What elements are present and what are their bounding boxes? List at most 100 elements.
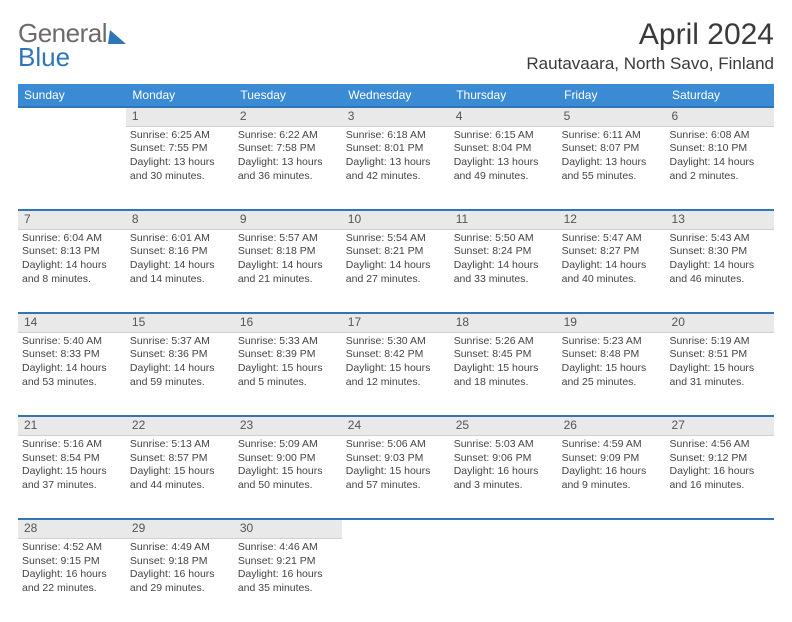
daylight-text: Daylight: 16 hours xyxy=(454,465,554,479)
day-number: 22 xyxy=(126,416,234,435)
daylight-text: and 42 minutes. xyxy=(346,170,446,184)
sunrise-text: Sunrise: 5:57 AM xyxy=(238,232,338,246)
daylight-text: Daylight: 16 hours xyxy=(562,465,662,479)
day-content-row: Sunrise: 6:04 AMSunset: 8:13 PMDaylight:… xyxy=(18,229,774,313)
day-cell: Sunrise: 6:11 AMSunset: 8:07 PMDaylight:… xyxy=(558,126,666,210)
sunrise-text: Sunrise: 5:54 AM xyxy=(346,232,446,246)
day-number: 8 xyxy=(126,210,234,229)
sunrise-text: Sunrise: 5:50 AM xyxy=(454,232,554,246)
daylight-text: Daylight: 14 hours xyxy=(130,259,230,273)
daylight-text: and 44 minutes. xyxy=(130,479,230,493)
day-cell: Sunrise: 5:47 AMSunset: 8:27 PMDaylight:… xyxy=(558,229,666,313)
sunset-text: Sunset: 8:13 PM xyxy=(22,245,122,259)
day-cell: Sunrise: 4:56 AMSunset: 9:12 PMDaylight:… xyxy=(666,435,774,519)
day-cell: Sunrise: 6:01 AMSunset: 8:16 PMDaylight:… xyxy=(126,229,234,313)
sunrise-text: Sunrise: 6:22 AM xyxy=(238,129,338,143)
daylight-text: and 18 minutes. xyxy=(454,376,554,390)
daylight-text: and 37 minutes. xyxy=(22,479,122,493)
weekday-header: Monday xyxy=(126,84,234,107)
weekday-header: Tuesday xyxy=(234,84,342,107)
daylight-text: and 40 minutes. xyxy=(562,273,662,287)
sunset-text: Sunset: 8:10 PM xyxy=(670,142,770,156)
sunset-text: Sunset: 9:21 PM xyxy=(238,555,338,569)
weekday-header: Friday xyxy=(558,84,666,107)
daylight-text: and 31 minutes. xyxy=(670,376,770,390)
day-number: 21 xyxy=(18,416,126,435)
day-cell: Sunrise: 5:03 AMSunset: 9:06 PMDaylight:… xyxy=(450,435,558,519)
daylight-text: Daylight: 14 hours xyxy=(130,362,230,376)
sunset-text: Sunset: 8:42 PM xyxy=(346,348,446,362)
day-number: 15 xyxy=(126,313,234,332)
daylight-text: and 59 minutes. xyxy=(130,376,230,390)
sunrise-text: Sunrise: 6:15 AM xyxy=(454,129,554,143)
daylight-text: and 22 minutes. xyxy=(22,582,122,596)
sunrise-text: Sunrise: 5:30 AM xyxy=(346,335,446,349)
sunrise-text: Sunrise: 6:18 AM xyxy=(346,129,446,143)
weekday-header: Saturday xyxy=(666,84,774,107)
sunset-text: Sunset: 8:16 PM xyxy=(130,245,230,259)
day-number xyxy=(558,519,666,538)
day-number: 17 xyxy=(342,313,450,332)
day-number: 13 xyxy=(666,210,774,229)
day-number xyxy=(666,519,774,538)
daylight-text: Daylight: 13 hours xyxy=(238,156,338,170)
brand-part2: Blue xyxy=(18,42,70,73)
day-number-row: 123456 xyxy=(18,107,774,126)
daylight-text: Daylight: 14 hours xyxy=(238,259,338,273)
daylight-text: and 3 minutes. xyxy=(454,479,554,493)
sunrise-text: Sunrise: 4:46 AM xyxy=(238,541,338,555)
daylight-text: and 29 minutes. xyxy=(130,582,230,596)
sunrise-text: Sunrise: 5:37 AM xyxy=(130,335,230,349)
day-number: 10 xyxy=(342,210,450,229)
daylight-text: and 50 minutes. xyxy=(238,479,338,493)
daylight-text: and 46 minutes. xyxy=(670,273,770,287)
day-cell xyxy=(666,538,774,622)
day-number: 16 xyxy=(234,313,342,332)
day-number xyxy=(342,519,450,538)
daylight-text: Daylight: 15 hours xyxy=(562,362,662,376)
sunset-text: Sunset: 8:01 PM xyxy=(346,142,446,156)
day-cell: Sunrise: 5:40 AMSunset: 8:33 PMDaylight:… xyxy=(18,332,126,416)
day-cell: Sunrise: 6:15 AMSunset: 8:04 PMDaylight:… xyxy=(450,126,558,210)
sunset-text: Sunset: 9:18 PM xyxy=(130,555,230,569)
sunrise-text: Sunrise: 4:52 AM xyxy=(22,541,122,555)
daylight-text: and 16 minutes. xyxy=(670,479,770,493)
day-cell: Sunrise: 5:16 AMSunset: 8:54 PMDaylight:… xyxy=(18,435,126,519)
day-number: 1 xyxy=(126,107,234,126)
sunrise-text: Sunrise: 5:09 AM xyxy=(238,438,338,452)
day-number-row: 282930 xyxy=(18,519,774,538)
daylight-text: Daylight: 14 hours xyxy=(346,259,446,273)
daylight-text: Daylight: 14 hours xyxy=(22,362,122,376)
daylight-text: and 55 minutes. xyxy=(562,170,662,184)
sunset-text: Sunset: 7:55 PM xyxy=(130,142,230,156)
day-cell: Sunrise: 6:08 AMSunset: 8:10 PMDaylight:… xyxy=(666,126,774,210)
sunset-text: Sunset: 8:39 PM xyxy=(238,348,338,362)
daylight-text: and 12 minutes. xyxy=(346,376,446,390)
sunrise-text: Sunrise: 4:59 AM xyxy=(562,438,662,452)
day-number: 19 xyxy=(558,313,666,332)
weekday-header-row: Sunday Monday Tuesday Wednesday Thursday… xyxy=(18,84,774,107)
day-cell: Sunrise: 5:50 AMSunset: 8:24 PMDaylight:… xyxy=(450,229,558,313)
day-content-row: Sunrise: 5:16 AMSunset: 8:54 PMDaylight:… xyxy=(18,435,774,519)
daylight-text: and 25 minutes. xyxy=(562,376,662,390)
day-number: 5 xyxy=(558,107,666,126)
day-cell xyxy=(342,538,450,622)
sunset-text: Sunset: 7:58 PM xyxy=(238,142,338,156)
daylight-text: Daylight: 15 hours xyxy=(346,465,446,479)
day-number: 23 xyxy=(234,416,342,435)
sunrise-text: Sunrise: 6:25 AM xyxy=(130,129,230,143)
daylight-text: Daylight: 13 hours xyxy=(346,156,446,170)
daylight-text: and 33 minutes. xyxy=(454,273,554,287)
sunrise-text: Sunrise: 6:08 AM xyxy=(670,129,770,143)
sunset-text: Sunset: 8:48 PM xyxy=(562,348,662,362)
sunset-text: Sunset: 8:04 PM xyxy=(454,142,554,156)
daylight-text: and 36 minutes. xyxy=(238,170,338,184)
sunset-text: Sunset: 8:51 PM xyxy=(670,348,770,362)
daylight-text: and 57 minutes. xyxy=(346,479,446,493)
daylight-text: Daylight: 16 hours xyxy=(670,465,770,479)
calendar-table: Sunday Monday Tuesday Wednesday Thursday… xyxy=(18,84,774,622)
sunset-text: Sunset: 9:06 PM xyxy=(454,452,554,466)
day-cell: Sunrise: 6:22 AMSunset: 7:58 PMDaylight:… xyxy=(234,126,342,210)
day-cell: Sunrise: 5:30 AMSunset: 8:42 PMDaylight:… xyxy=(342,332,450,416)
daylight-text: Daylight: 16 hours xyxy=(22,568,122,582)
